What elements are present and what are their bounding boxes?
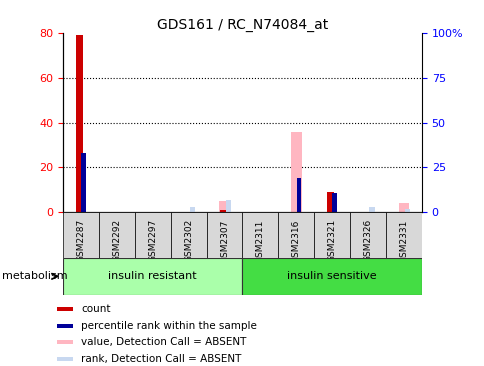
Bar [57,357,73,361]
Bar [81,153,86,212]
Bar [385,212,421,258]
Bar [63,212,99,258]
Bar [189,207,195,212]
Text: insulin resistant: insulin resistant [108,271,197,281]
Text: percentile rank within the sample: percentile rank within the sample [81,321,257,330]
Text: rank, Detection Call = ABSENT: rank, Detection Call = ABSENT [81,354,241,364]
Text: GSM2316: GSM2316 [291,219,300,262]
Bar [242,212,278,258]
Bar [170,212,206,258]
Bar [219,201,229,212]
Bar [398,203,408,212]
Bar [135,212,170,258]
Bar [278,212,314,258]
Bar [332,193,337,212]
Text: GSM2292: GSM2292 [112,219,121,262]
Text: GSM2297: GSM2297 [148,219,157,262]
Text: metabolism: metabolism [2,271,68,281]
Text: GSM2311: GSM2311 [256,219,264,262]
Bar [314,212,349,258]
Text: count: count [81,304,110,314]
Bar [368,207,374,212]
Bar [206,212,242,258]
Bar [76,35,82,212]
Bar [57,340,73,344]
Bar [99,212,135,258]
Bar [327,192,333,212]
Text: GSM2287: GSM2287 [76,219,85,262]
Text: value, Detection Call = ABSENT: value, Detection Call = ABSENT [81,337,246,347]
Text: insulin sensitive: insulin sensitive [287,271,376,281]
Bar [219,210,226,212]
Text: GSM2307: GSM2307 [220,219,228,262]
Text: GSM2302: GSM2302 [184,219,193,262]
Bar [296,178,301,212]
Bar [57,324,73,328]
Bar [57,307,73,311]
Bar [290,132,301,212]
Bar [242,258,421,295]
Text: GSM2326: GSM2326 [363,219,372,262]
Text: GSM2331: GSM2331 [399,219,408,262]
Text: GSM2321: GSM2321 [327,219,336,262]
Bar [63,258,242,295]
Bar [349,212,385,258]
Bar [404,209,409,212]
Title: GDS161 / RC_N74084_at: GDS161 / RC_N74084_at [156,18,328,32]
Bar [225,200,230,212]
